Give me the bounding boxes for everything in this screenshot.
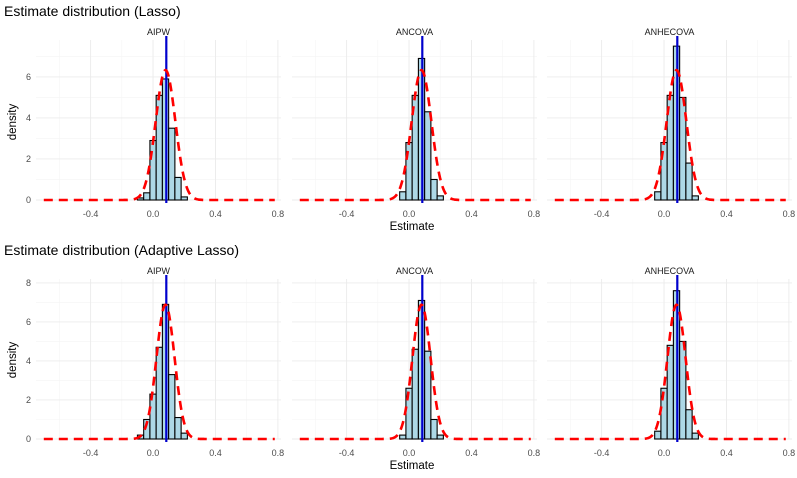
histogram-bar bbox=[430, 178, 438, 201]
x-tick-label: 0.4 bbox=[209, 448, 222, 458]
histogram-bar bbox=[430, 418, 438, 440]
histogram-bar bbox=[180, 432, 188, 440]
histogram-bar bbox=[436, 434, 444, 440]
y-tick-label: 0 bbox=[26, 434, 31, 444]
histogram-bar bbox=[654, 430, 662, 440]
facet-label-aipw: AIPW bbox=[147, 266, 171, 276]
density-curve bbox=[299, 68, 531, 202]
y-axis-label-adaptive-lasso: density bbox=[7, 342, 19, 379]
histogram-bar bbox=[143, 192, 151, 201]
histogram-bar bbox=[399, 434, 407, 440]
density-curve bbox=[43, 303, 275, 441]
histogram-bar bbox=[174, 176, 182, 201]
x-axis-label-lasso: Estimate bbox=[390, 221, 435, 233]
x-axis-label-adaptive-lasso: Estimate bbox=[390, 460, 435, 472]
x-tick-label: -0.4 bbox=[339, 209, 355, 219]
histogram-bar bbox=[399, 191, 407, 201]
y-tick-label: 2 bbox=[26, 395, 31, 405]
panel-anhecova: ANHECOVA -0.4 0.0 0.4 0.8 bbox=[547, 27, 795, 219]
histogram-bar bbox=[174, 416, 182, 440]
adaptive-lasso-plot: Estimate distribution (Adaptive Lasso) d… bbox=[4, 242, 795, 472]
facet-label-anhecova: ANHECOVA bbox=[645, 27, 695, 37]
y-tick-label: 2 bbox=[26, 154, 31, 164]
x-tick-label: 0.4 bbox=[720, 209, 733, 219]
density-curve bbox=[299, 303, 531, 441]
x-tick-label: 0.0 bbox=[403, 209, 416, 219]
x-tick-label: 0.4 bbox=[465, 209, 478, 219]
x-tick-label: 0.0 bbox=[147, 209, 160, 219]
x-tick-label: 0.8 bbox=[528, 209, 541, 219]
panel-anhecova: ANHECOVA -0.4 0.0 0.4 0.8 bbox=[547, 266, 795, 458]
histogram-bar bbox=[691, 432, 699, 440]
x-tick-label: 0.4 bbox=[209, 209, 222, 219]
histogram-bar bbox=[685, 162, 693, 201]
histogram-bar bbox=[168, 127, 176, 201]
lasso-plot: Estimate distribution (Lasso) density Es… bbox=[4, 3, 795, 233]
histogram-bar bbox=[149, 139, 157, 201]
histogram-bar bbox=[424, 350, 432, 440]
histogram-bar bbox=[180, 196, 188, 201]
y-axis-label-lasso: density bbox=[7, 104, 19, 141]
x-tick-label: 0.8 bbox=[783, 448, 796, 458]
facet-label-aipw: AIPW bbox=[147, 27, 171, 37]
y-tick-label: 8 bbox=[26, 278, 31, 288]
panel-aipw: AIPW -0.4 0.0 0.4 0.8 0 2 4 6 bbox=[26, 27, 284, 219]
x-tick-label: 0.0 bbox=[147, 448, 160, 458]
histogram-bar bbox=[654, 191, 662, 201]
x-tick-label: -0.4 bbox=[83, 448, 99, 458]
adaptive-lasso-panels: AIPW -0.4 0.0 0.4 0.8 0 2 4 6 8 ANCOVA -0.4 0.0 0.4 0.… bbox=[26, 266, 795, 458]
x-tick-label: -0.4 bbox=[594, 448, 610, 458]
x-tick-label: 0.0 bbox=[658, 209, 671, 219]
facet-label-ancova: ANCOVA bbox=[396, 27, 433, 37]
density-curve bbox=[554, 68, 786, 202]
y-tick-label: 0 bbox=[26, 195, 31, 205]
y-tick-label: 4 bbox=[26, 113, 31, 123]
x-tick-label: 0.8 bbox=[272, 448, 285, 458]
histogram-bar bbox=[155, 346, 163, 440]
plot-title-lasso: Estimate distribution (Lasso) bbox=[4, 3, 181, 19]
facet-label-anhecova: ANHECOVA bbox=[645, 266, 695, 276]
x-tick-label: -0.4 bbox=[594, 209, 610, 219]
histogram-bar bbox=[685, 409, 693, 440]
x-tick-label: 0.4 bbox=[720, 448, 733, 458]
x-tick-label: -0.4 bbox=[339, 448, 355, 458]
x-tick-label: 0.8 bbox=[528, 448, 541, 458]
panel-ancova: ANCOVA -0.4 0.0 0.4 0.8 bbox=[292, 266, 540, 458]
x-tick-label: 0.8 bbox=[783, 209, 796, 219]
histogram-bar bbox=[436, 195, 444, 201]
x-tick-label: 0.8 bbox=[272, 209, 285, 219]
histogram-bar bbox=[666, 344, 674, 440]
y-tick-label: 4 bbox=[26, 356, 31, 366]
histogram-bar bbox=[691, 195, 699, 201]
density-curve bbox=[43, 68, 275, 202]
panel-ancova: ANCOVA -0.4 0.0 0.4 0.8 bbox=[292, 27, 540, 219]
x-tick-label: -0.4 bbox=[83, 209, 99, 219]
histogram-bar bbox=[149, 393, 157, 440]
y-tick-label: 6 bbox=[26, 317, 31, 327]
y-tick-label: 6 bbox=[26, 72, 31, 82]
plot-title-adaptive-lasso: Estimate distribution (Adaptive Lasso) bbox=[4, 242, 239, 258]
x-tick-label: 0.0 bbox=[658, 448, 671, 458]
x-tick-label: 0.4 bbox=[465, 448, 478, 458]
panel-aipw: AIPW -0.4 0.0 0.4 0.8 0 2 4 6 8 bbox=[26, 266, 284, 458]
histogram-bar bbox=[168, 374, 176, 440]
histogram-bar bbox=[424, 111, 432, 201]
lasso-panels: AIPW -0.4 0.0 0.4 0.8 0 2 4 6 ANCOVA -0.4 0.0 0.4 0.8… bbox=[26, 27, 795, 219]
density-curve bbox=[554, 303, 786, 441]
facet-label-ancova: ANCOVA bbox=[396, 266, 433, 276]
x-tick-label: 0.0 bbox=[403, 448, 416, 458]
histogram-bar bbox=[679, 340, 687, 440]
